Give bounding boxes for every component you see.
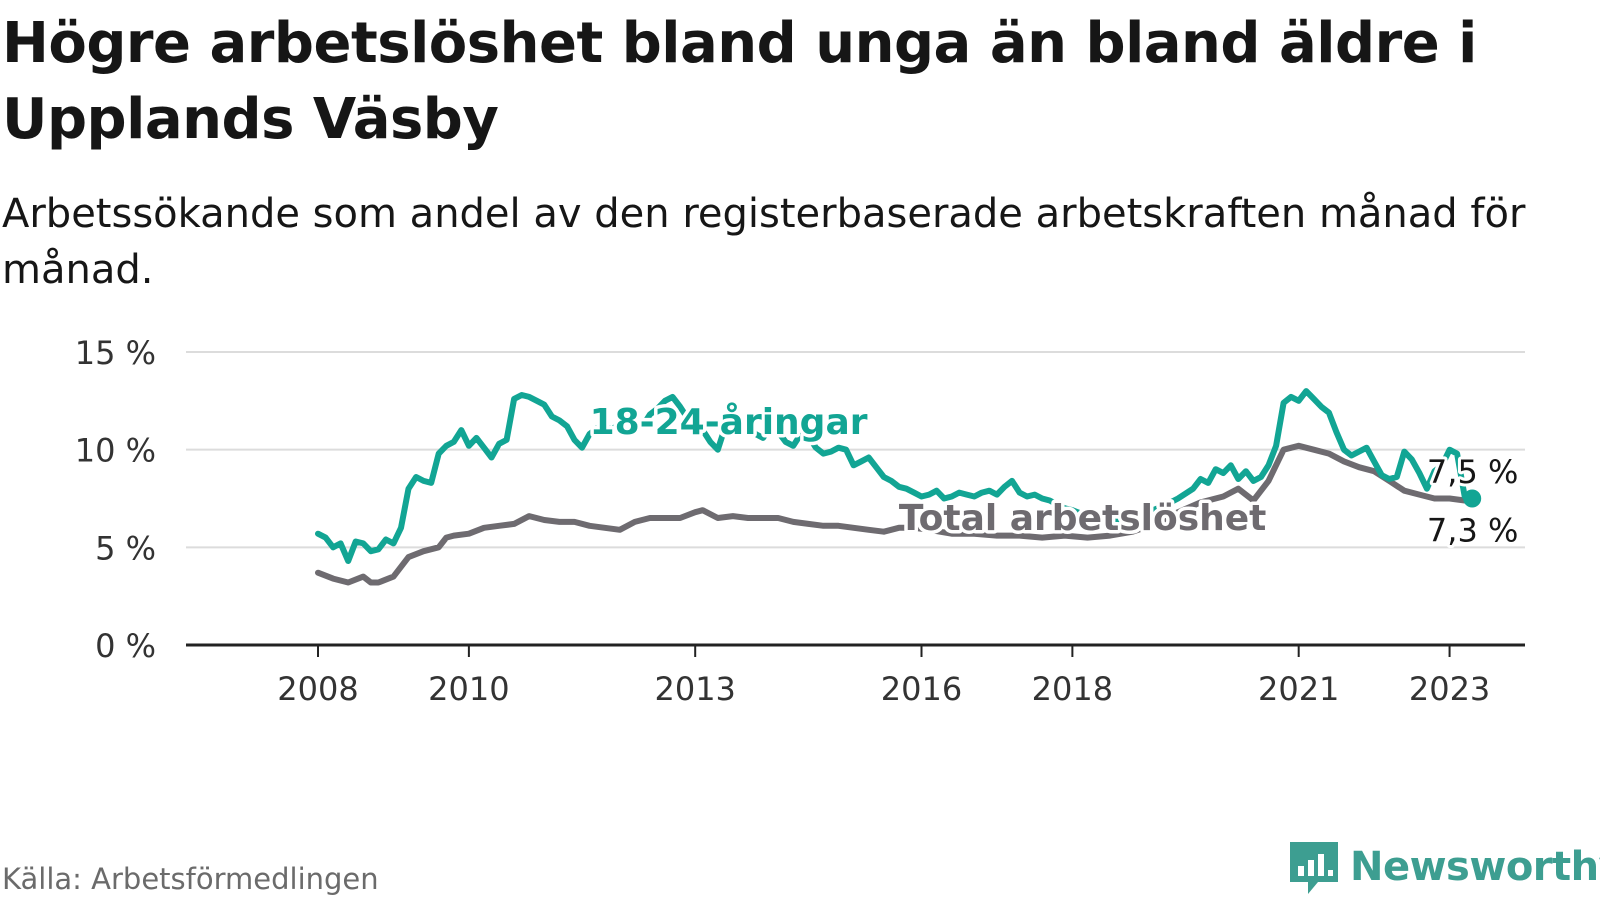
grid-layer	[186, 351, 1525, 657]
total-series-line	[315, 442, 1476, 586]
y-tick-label: 5 %	[95, 529, 156, 567]
newsworthy-logo: Newsworthy	[1288, 840, 1600, 896]
total-end-value-label: 7,3 %	[1427, 511, 1518, 549]
youth-series-label: 18-24-åringar	[590, 402, 868, 443]
x-tick-label: 2023	[1409, 670, 1490, 708]
newsworthy-logo-text: Newsworthy	[1350, 844, 1600, 890]
youth-end-marker	[1463, 489, 1482, 508]
x-tick-label: 2008	[277, 670, 358, 708]
line-chart: 0 % 5 % 10 % 15 % 2008 2010 2013 2016 2018 2021 20…	[75, 334, 1525, 708]
y-tick-label: 15 %	[75, 334, 156, 372]
x-tick-label: 2018	[1032, 670, 1113, 708]
source-note: Källa: Arbetsförmedlingen	[2, 862, 379, 896]
chart-title: Högre arbetslöshet bland unga än bland ä…	[2, 11, 1477, 152]
x-tick-label: 2010	[428, 670, 509, 708]
label-layer: 0 % 5 % 10 % 15 % 2008 2010 2013 2016 2018 2021 20…	[75, 334, 1522, 708]
chart-subtitle: Arbetssökande som andel av den registerb…	[2, 191, 1526, 293]
x-tick-label: 2021	[1258, 670, 1339, 708]
youth-end-value-label: 7,5 %	[1427, 453, 1518, 491]
y-tick-label: 10 %	[75, 432, 156, 470]
x-tick-label: 2013	[654, 670, 735, 708]
line-layer	[315, 388, 1482, 586]
x-tick-label: 2016	[881, 670, 962, 708]
total-series-label: Total arbetslöshet	[899, 498, 1267, 539]
youth-series-line	[315, 388, 1476, 564]
newsworthy-logo-icon	[1290, 842, 1338, 894]
y-tick-label: 0 %	[95, 627, 156, 665]
